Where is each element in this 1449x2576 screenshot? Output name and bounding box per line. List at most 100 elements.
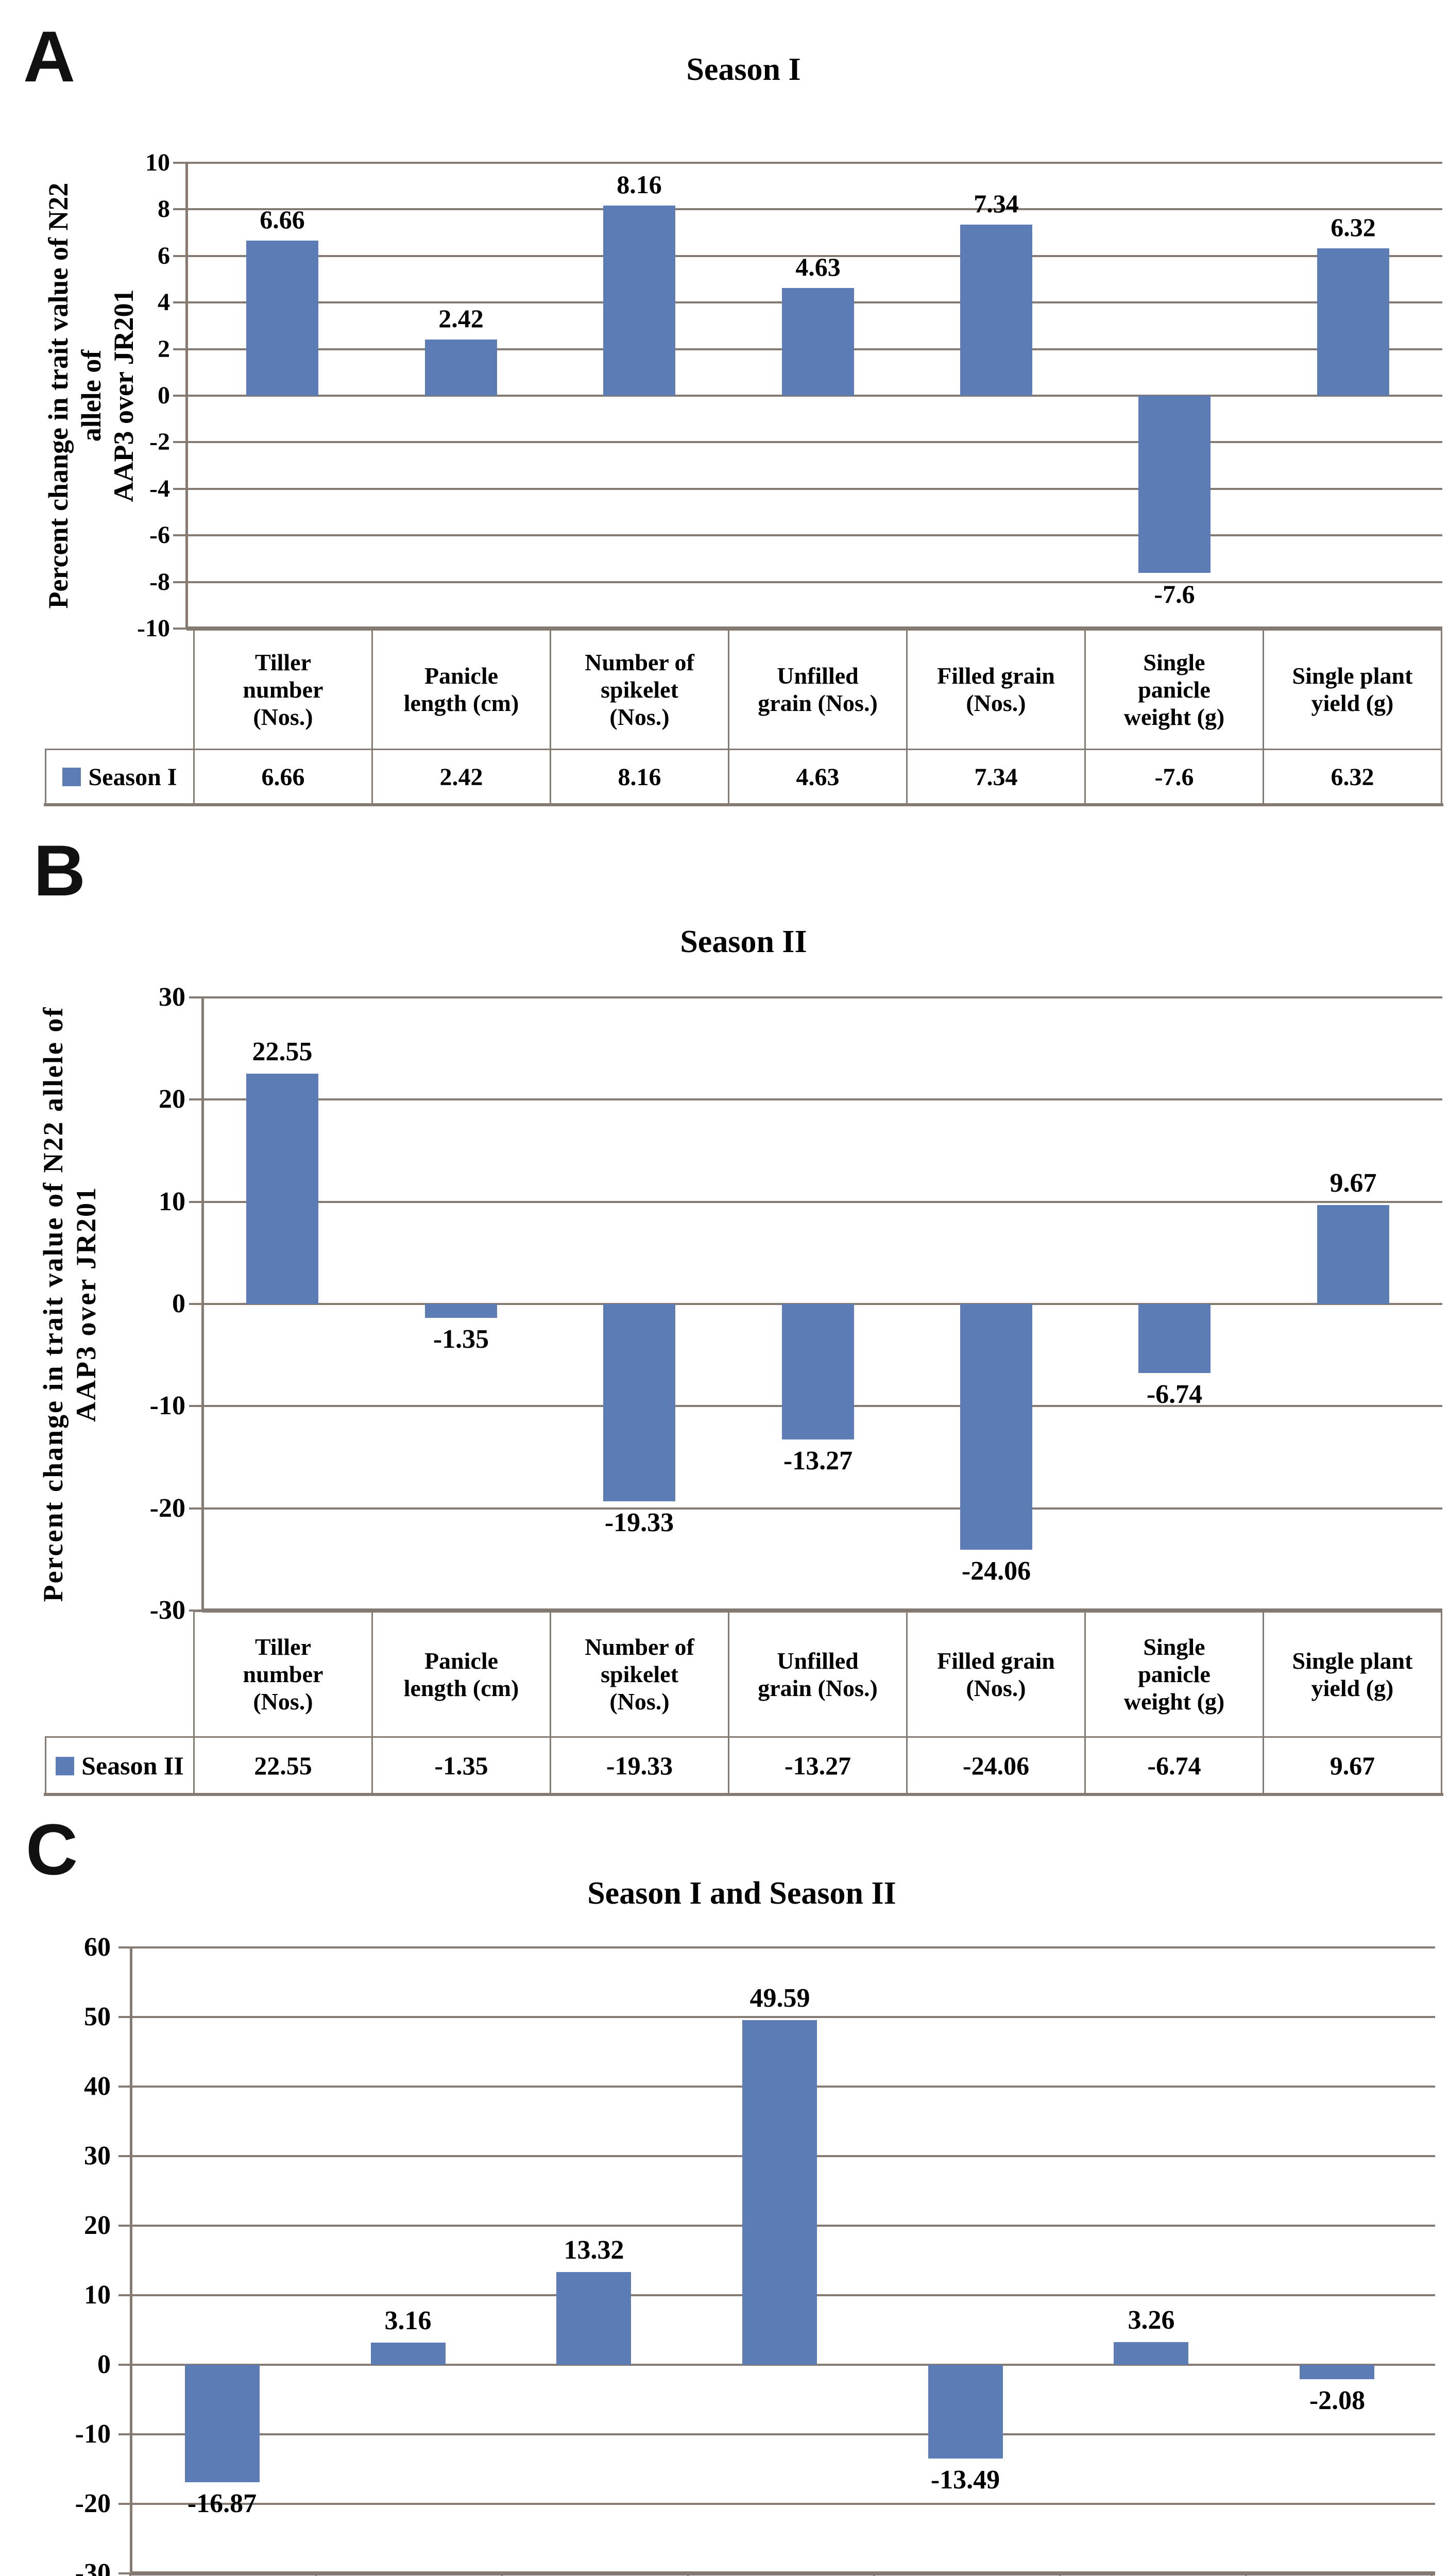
y-tick-label-c-20: 20	[84, 2211, 111, 2240]
bar-a-6	[1138, 396, 1211, 573]
legend-cell-a: Season I	[45, 749, 195, 805]
bar-b-3	[603, 1304, 675, 1501]
bar-a-4	[782, 288, 854, 396]
bar-b-1	[246, 1074, 318, 1304]
table-header-a-1: Tiller number (Nos.)	[193, 629, 373, 750]
bar-value-label-b-7: 9.67	[1329, 1168, 1377, 1198]
bar-c-6	[1114, 2342, 1188, 2365]
y-tick-label-a-4: 4	[158, 289, 170, 316]
bar-value-label-a-1: 6.66	[260, 205, 305, 234]
y-tick-b-10	[189, 1201, 202, 1203]
chart-title-a: Season I	[686, 52, 801, 87]
table-value-a-5: 7.34	[906, 749, 1086, 805]
bar-value-label-b-4: -13.27	[783, 1446, 853, 1476]
y-tick-a-8	[173, 208, 186, 210]
y-tick-label-b-10: 10	[159, 1187, 185, 1216]
table-value-a-7: 6.32	[1263, 749, 1442, 805]
bar-value-label-c-6: 3.26	[1128, 2306, 1175, 2335]
legend-label-b: Season II	[81, 1751, 184, 1780]
bar-a-3	[603, 206, 675, 396]
y-axis-line-a	[185, 162, 188, 630]
bar-a-7	[1317, 248, 1389, 396]
gridline-c--10	[131, 2433, 1435, 2435]
y-tick-label-b--10: -10	[149, 1391, 185, 1420]
y-tick-label-a--4: -4	[149, 475, 170, 502]
y-axis-line-b	[201, 996, 204, 1612]
y-tick-label-c-30: 30	[84, 2141, 111, 2171]
y-tick-label-b--30: -30	[149, 1596, 185, 1625]
y-tick-b-20	[189, 1098, 202, 1100]
y-axis-title-b: Percent change in trait value of N22 all…	[38, 1006, 101, 1602]
table-header-a-6: Single panicle weight (g)	[1084, 629, 1264, 750]
gridline-c-60	[131, 1946, 1435, 1948]
y-tick-label-c--30: -30	[75, 2558, 111, 2576]
bar-value-label-a-2: 2.42	[438, 304, 484, 333]
y-tick-label-a--6: -6	[149, 521, 170, 549]
table-top-border-a	[186, 626, 1442, 631]
bar-value-label-a-6: -7.6	[1154, 580, 1195, 608]
bar-value-label-c-2: 3.16	[384, 2306, 432, 2335]
gridline-c-50	[131, 2016, 1435, 2018]
bar-b-6	[1138, 1304, 1211, 1373]
gridline-c-0	[131, 2364, 1435, 2366]
y-tick-a-4	[173, 301, 186, 303]
bar-a-2	[425, 340, 497, 396]
table-header-b-1: Tiller number (Nos.)	[193, 1611, 373, 1738]
y-tick-a-6	[173, 255, 186, 257]
table-value-b-1: 22.55	[193, 1736, 373, 1795]
panel-label-a: A	[23, 16, 76, 97]
y-tick-label-c-40: 40	[84, 2072, 111, 2101]
bar-c-1	[185, 2365, 260, 2482]
table-value-a-6: -7.6	[1084, 749, 1264, 805]
legend-swatch-icon	[56, 1757, 75, 1775]
table-header-b-5: Filled grain (Nos.)	[906, 1611, 1086, 1738]
y-tick-label-a-6: 6	[158, 242, 170, 269]
bar-value-label-c-1: -16.87	[187, 2489, 257, 2518]
bar-value-label-a-3: 8.16	[617, 170, 662, 199]
table-header-a-4: Unfilled grain (Nos.)	[728, 629, 908, 750]
gridline-b-20	[202, 1098, 1442, 1100]
table-bottom-border-b	[44, 1793, 1443, 1796]
bar-value-label-c-3: 13.32	[564, 2235, 624, 2265]
panel-label-c: C	[26, 1809, 78, 1890]
y-tick-c--20	[118, 2503, 135, 2505]
y-tick-label-a--10: -10	[137, 615, 170, 642]
bar-b-4	[782, 1304, 854, 1439]
bar-b-7	[1317, 1205, 1389, 1304]
bar-value-label-a-4: 4.63	[795, 252, 841, 281]
bar-c-5	[928, 2365, 1003, 2459]
y-tick-label-a--2: -2	[149, 428, 170, 455]
y-tick-b--30	[189, 1609, 202, 1612]
table-bottom-border-a	[44, 803, 1443, 806]
y-tick-b-0	[189, 1303, 202, 1305]
table-value-b-2: -1.35	[371, 1736, 551, 1795]
bar-value-label-b-1: 22.55	[252, 1037, 313, 1066]
y-tick-c--30	[118, 2572, 135, 2574]
y-tick-label-c--10: -10	[75, 2419, 111, 2449]
y-tick-label-a--8: -8	[149, 568, 170, 596]
data-table-b: Tiller number (Nos.) Panicle length (cm) N…	[45, 1611, 1442, 1795]
y-tick-label-b-20: 20	[159, 1084, 185, 1114]
table-value-b-5: -24.06	[906, 1736, 1086, 1795]
table-corner-spacer-c	[55, 2574, 130, 2576]
bar-value-label-a-5: 7.34	[974, 189, 1019, 218]
y-tick-c-50	[118, 2016, 135, 2018]
y-tick-c--10	[118, 2433, 135, 2435]
table-value-a-3: 8.16	[550, 749, 729, 805]
table-header-b-2: Panicle length (cm)	[371, 1611, 551, 1738]
y-axis-line-c	[130, 1946, 132, 2574]
bar-a-5	[960, 225, 1032, 396]
bar-c-7	[1300, 2365, 1374, 2379]
legend-cell-b: Season II	[45, 1736, 195, 1795]
gridline-b-10	[202, 1201, 1442, 1203]
y-tick-label-c--20: -20	[75, 2489, 111, 2518]
table-header-b-4: Unfilled grain (Nos.)	[728, 1611, 908, 1738]
y-tick-a-0	[173, 395, 186, 397]
y-tick-label-a-8: 8	[158, 195, 170, 223]
gridline-b-30	[202, 996, 1442, 998]
y-tick-label-a-0: 0	[158, 382, 170, 409]
bar-b-2	[425, 1304, 497, 1318]
table-top-border-c	[131, 2571, 1435, 2575]
chart-title-b: Season II	[680, 924, 807, 959]
